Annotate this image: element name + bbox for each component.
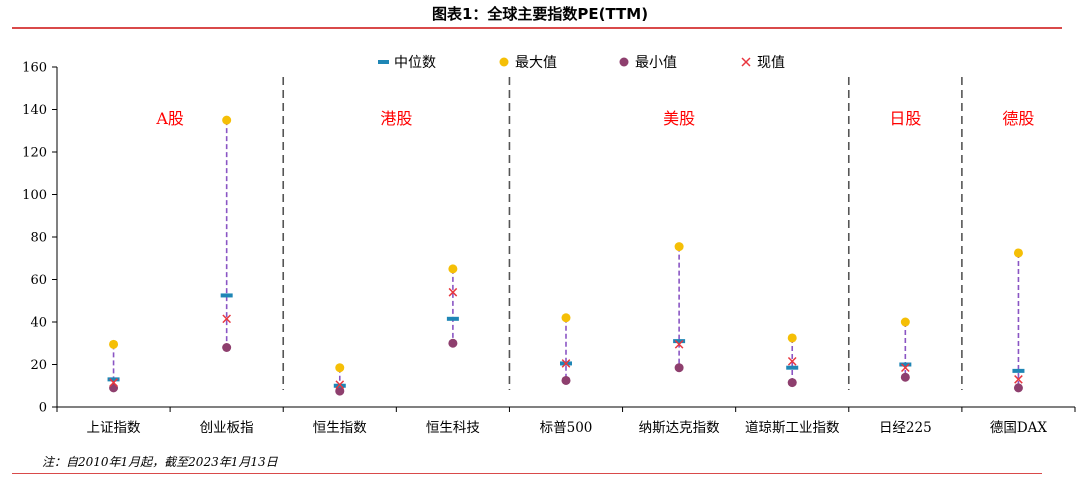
footnote: 注：自2010年1月起，截至2023年1月13日 (42, 455, 278, 469)
max-point (335, 363, 345, 373)
current-mark-stroke (674, 339, 684, 349)
legend-median-swatch (378, 60, 389, 64)
median-mark (446, 316, 459, 321)
y-tick-label: 40 (30, 316, 47, 331)
min-point (1013, 383, 1023, 393)
max-point (561, 313, 571, 323)
x-tick-label: 恒生科技 (426, 420, 480, 436)
legend-min-swatch (619, 57, 629, 67)
min-point (335, 386, 345, 396)
y-tick-label: 100 (22, 188, 47, 203)
market-labels: A股 港股 美股 日股 德股 (155, 109, 1034, 128)
market-label: 港股 (380, 109, 412, 128)
median-mark (899, 362, 912, 367)
current-mark-stroke (448, 287, 458, 297)
legend-current-stroke (741, 57, 751, 67)
y-tick-label: 140 (22, 103, 47, 118)
market-label: 日股 (889, 109, 921, 128)
bottom-rule (12, 473, 1042, 474)
max-point (674, 242, 684, 252)
x-tick-label: 标普500 (540, 420, 593, 436)
legend: 中位数 最大值 最小值 现值 (378, 55, 785, 71)
median-mark (220, 293, 233, 298)
current-mark (901, 363, 910, 373)
x-tick-label: 日经225 (879, 420, 932, 436)
max-point (448, 264, 458, 274)
median-mark (107, 377, 120, 382)
market-label: 美股 (663, 109, 695, 128)
x-tick-label: 上证指数 (87, 420, 141, 436)
axes: 0 20 40 60 80 100 120 140 160 上证指数 创业板指 恒生指数 恒生科技 标普5… (22, 61, 1076, 436)
median-mark (1012, 368, 1025, 373)
legend-label: 最大值 (515, 55, 557, 71)
y-tick-label: 160 (22, 61, 47, 76)
median-mark (333, 383, 346, 388)
current-mark (222, 314, 231, 324)
current-mark-stroke (222, 314, 231, 324)
current-mark (787, 356, 797, 366)
current-mark-stroke (561, 359, 571, 368)
max-point (787, 333, 797, 343)
current-mark (448, 287, 458, 297)
market-label: A股 (155, 109, 184, 128)
current-mark (561, 359, 571, 368)
x-tick-label: 创业板指 (200, 420, 254, 436)
min-point (900, 372, 910, 382)
max-point (109, 339, 119, 349)
current-mark-stroke (335, 380, 345, 390)
min-point (448, 338, 458, 348)
current-mark (335, 380, 345, 390)
market-label: 德股 (1002, 109, 1034, 128)
legend-label: 最小值 (635, 55, 677, 71)
y-tick-label: 60 (30, 273, 47, 288)
current-mark (674, 339, 684, 349)
y-tick-label: 20 (30, 358, 47, 373)
x-tick-label: 德国DAX (990, 420, 1048, 436)
min-point (561, 375, 571, 385)
y-tick-label: 0 (39, 401, 47, 416)
x-tick-label: 道琼斯工业指数 (745, 420, 840, 436)
legend-label: 中位数 (394, 55, 436, 71)
x-tick-label: 纳斯达克指数 (639, 420, 720, 436)
min-point (222, 343, 232, 352)
y-tick-label: 120 (22, 146, 47, 161)
max-point (1013, 248, 1023, 258)
min-point (787, 378, 797, 388)
current-mark (1014, 375, 1023, 384)
legend-max-swatch (499, 57, 509, 67)
median-mark (673, 339, 686, 344)
current-mark (109, 378, 118, 387)
chart-title: 图表1：全球主要指数PE(TTM) (431, 5, 649, 23)
chart-marks (107, 115, 1025, 396)
current-mark-stroke (787, 356, 797, 366)
y-tick-label: 80 (30, 231, 47, 246)
legend-current-swatch (741, 57, 751, 67)
top-rule (12, 27, 1062, 29)
max-point (222, 115, 232, 125)
min-point (674, 363, 684, 373)
current-mark-stroke (1014, 375, 1023, 384)
current-mark-stroke (901, 363, 910, 373)
median-mark (786, 365, 799, 370)
legend-label: 现值 (757, 55, 785, 71)
current-mark-stroke (109, 378, 118, 387)
group-dividers (282, 77, 963, 390)
x-tick-label: 恒生指数 (313, 420, 367, 436)
max-point (900, 317, 910, 327)
